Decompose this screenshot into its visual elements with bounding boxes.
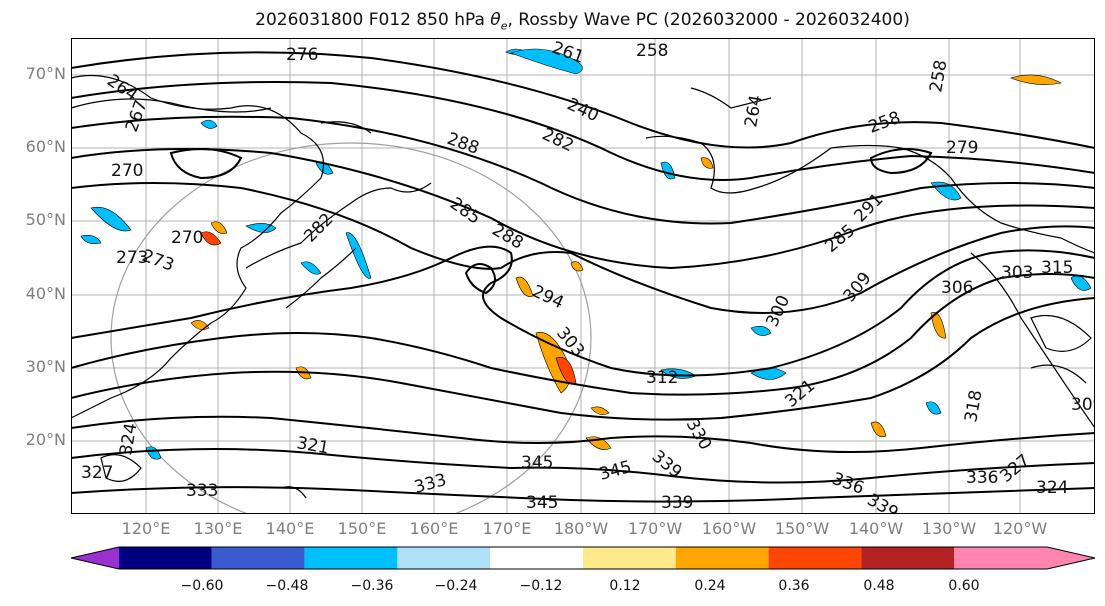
anomaly-patches (80, 48, 1092, 460)
colorbar-tick-label: 0.24 (694, 578, 726, 594)
contour-label: 324 (1036, 478, 1068, 498)
colorbar-segment (71, 547, 119, 569)
map-title: 2026031800 F012 850 hPa θe, Rossby Wave … (255, 10, 910, 33)
lon-label: 170°E (482, 519, 532, 538)
contour-label: 270 (171, 228, 203, 248)
colorbar-segment (954, 547, 1047, 569)
colorbar-tick-label: −0.48 (265, 578, 309, 594)
lat-label-60n: 60°N (25, 137, 66, 156)
lon-label: 120°W (992, 519, 1048, 538)
contour-label: 279 (946, 138, 978, 158)
colorbar-segment (119, 547, 212, 569)
lon-label: 140°E (265, 519, 315, 538)
colorbar-tick-label: 0.48 (863, 578, 895, 594)
contour-label: 315 (1041, 258, 1073, 278)
colorbar-tick-label: −0.24 (434, 578, 478, 594)
colorbar-segment (861, 547, 955, 569)
region-outline (110, 142, 592, 514)
contour-label: 276 (286, 45, 318, 65)
colorbar-segment (397, 547, 491, 569)
lon-label: 160°E (409, 519, 459, 538)
lon-label: 130°E (193, 519, 243, 538)
contour-label: 336 (966, 468, 998, 488)
colorbar-segment (675, 547, 769, 569)
lat-label-70n: 70°N (25, 64, 66, 83)
contour-label: 345 (521, 453, 553, 473)
contour-label: 333 (186, 481, 218, 501)
lon-label: 150°E (337, 519, 387, 538)
colorbar-tick-label: 0.60 (948, 578, 980, 594)
colorbar-tick-label: 0.36 (778, 578, 810, 594)
colorbar-tick-label: −0.36 (350, 578, 394, 594)
lon-label: 130°W (921, 519, 977, 538)
lon-label: 140°W (848, 519, 904, 538)
theta-e-contours (71, 51, 1095, 503)
lat-label-20n: 20°N (25, 430, 66, 449)
colorbar-tick-label: 0.12 (609, 578, 641, 594)
lon-label: 160°W (701, 519, 757, 538)
lon-label: 170°W (627, 519, 683, 538)
contour-label: 312 (646, 368, 678, 388)
lon-label: 120°E (121, 519, 171, 538)
lat-label-40n: 40°N (25, 284, 66, 303)
contour-label: 258 (636, 41, 668, 61)
colorbar-outline (70, 546, 1096, 570)
contour-label: 309 (1071, 395, 1095, 415)
colorbar-tick-label: −0.60 (180, 578, 224, 594)
lat-label-50n: 50°N (25, 210, 66, 229)
thin-contours (71, 98, 1092, 499)
colorbar-segment (768, 547, 862, 569)
colorbar-segment (304, 547, 398, 569)
contour-label: 345 (526, 493, 558, 513)
lon-label: 180°W (553, 519, 609, 538)
contour-label: 303 (1001, 263, 1033, 283)
contour-label: 327 (81, 463, 113, 483)
colorbar-segment (583, 547, 676, 569)
lon-label: 150°W (774, 519, 830, 538)
contour-label: 339 (661, 493, 693, 513)
lat-label-30n: 30°N (25, 357, 66, 376)
colorbar-segment (490, 547, 583, 569)
colorbar-segment (211, 547, 305, 569)
contour-label: 270 (111, 161, 143, 181)
contour-label: 306 (941, 278, 973, 298)
colorbar (70, 546, 1096, 570)
map-panel: 264 261 258 276 267 270 273 240 264 258 … (71, 38, 1095, 514)
colorbar-tick-label: −0.12 (519, 578, 563, 594)
contour-label: 273 (116, 248, 148, 268)
colorbar-segment (1047, 547, 1095, 569)
